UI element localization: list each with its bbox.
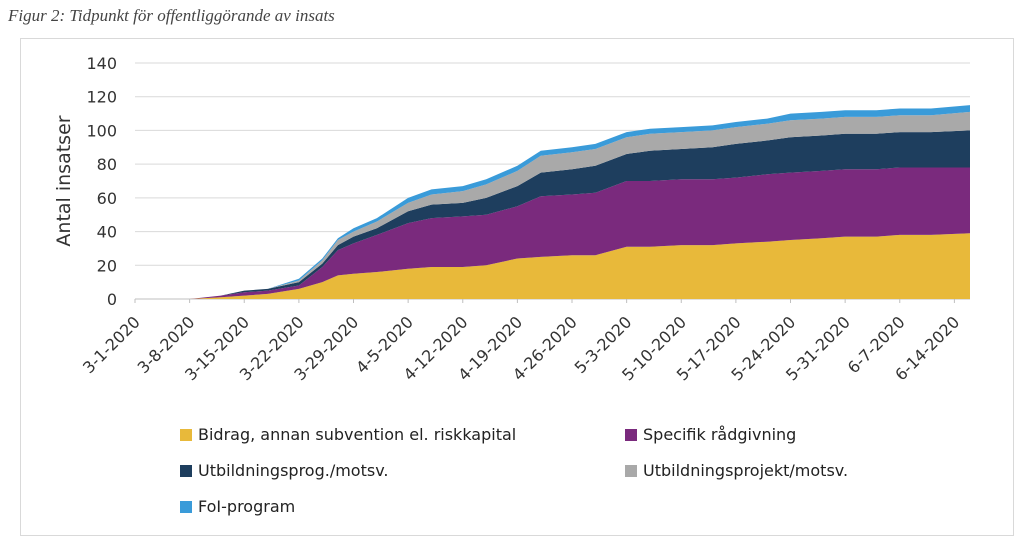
figure-caption: Figur 2: Tidpunkt för offentliggörande a… — [8, 6, 335, 25]
chart-frame — [20, 38, 1014, 536]
legend-label: Bidrag, annan subvention el. riskkapital — [198, 425, 516, 444]
legend-label: Specifik rådgivning — [643, 425, 796, 444]
y-tick-label: 120 — [86, 88, 117, 107]
y-axis-label: Antal insatser — [53, 115, 75, 246]
area-series-2 — [135, 167, 970, 299]
area-series-1 — [135, 233, 970, 299]
y-tick-label: 20 — [97, 256, 117, 275]
area-series-4 — [135, 111, 970, 300]
area-series-3 — [135, 130, 970, 299]
y-tick-label: 100 — [86, 121, 117, 140]
y-tick-label: 140 — [86, 54, 117, 73]
legend: Bidrag, annan subvention el. riskkapital… — [180, 425, 848, 516]
legend-swatch — [180, 465, 192, 477]
legend-label: Utbildningsprojekt/motsv. — [643, 461, 848, 480]
y-tick-label: 0 — [107, 290, 117, 309]
legend-swatch — [180, 501, 192, 513]
legend-label: Utbildningsprog./motsv. — [198, 461, 389, 480]
x-tick-labels: 3-1-20203-8-20203-15-20203-22-20203-29-2… — [79, 312, 963, 384]
y-tick-labels: 0 20 40 60 80 100 120 140 — [86, 54, 117, 309]
y-tick-label: 80 — [97, 155, 117, 174]
legend-swatch — [625, 465, 637, 477]
y-tick-label: 40 — [97, 223, 117, 242]
area-series — [135, 105, 970, 300]
y-tick-label: 60 — [97, 189, 117, 208]
legend-swatch — [625, 429, 637, 441]
x-tick-label: 3-1-2020 — [79, 312, 144, 377]
legend-label: FoI-program — [198, 497, 295, 516]
legend-swatch — [180, 429, 192, 441]
